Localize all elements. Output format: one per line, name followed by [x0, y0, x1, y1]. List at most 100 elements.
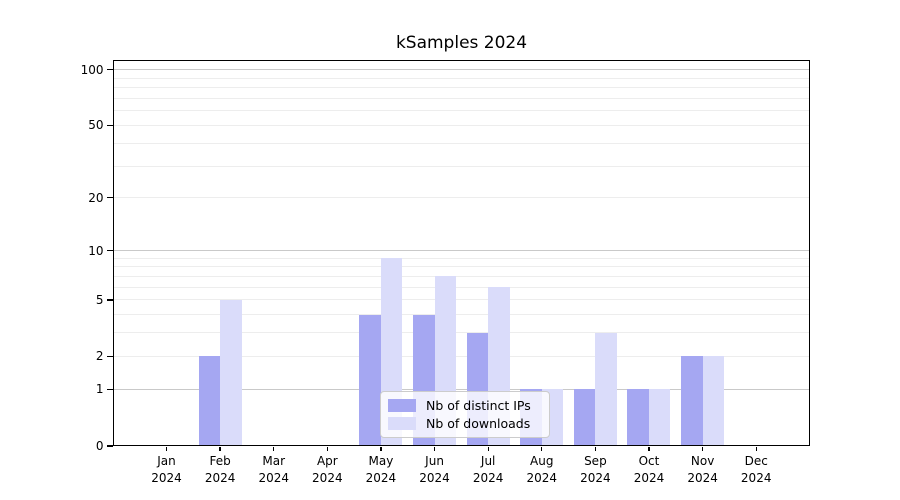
x-tick-label-dec: Dec 2024	[724, 453, 788, 486]
x-tick-month: Mar	[262, 454, 286, 468]
x-tick-year: 2024	[204, 470, 236, 485]
x-tick-mark	[165, 446, 168, 452]
y-tick-label: 0	[95, 439, 104, 453]
x-tick-year: 2024	[580, 470, 611, 485]
legend: Nb of distinct IPs Nb of downloads	[380, 391, 550, 438]
legend-item-distinct-ips: Nb of distinct IPs	[388, 397, 541, 414]
bar-distinct-ips-feb	[198, 356, 221, 446]
x-tick-month: Sep	[584, 454, 607, 468]
y-minor-gridline	[114, 275, 809, 277]
legend-label-distinct-ips: Nb of distinct IPs	[426, 398, 531, 413]
bar-distinct-ips-may	[359, 314, 381, 446]
x-tick-month: Apr	[316, 454, 338, 468]
bar-downloads-feb	[220, 299, 242, 446]
y-minor-gridline	[114, 355, 809, 357]
x-tick-year: 2024	[312, 470, 343, 485]
y-minor-gridline	[114, 314, 809, 316]
x-tick-label-sep: Sep 2024	[563, 453, 627, 486]
y-minor-gridline	[114, 142, 809, 144]
x-tick-year: 2024	[151, 470, 182, 485]
y-minor-gridline	[114, 197, 809, 199]
y-tick-mark	[106, 197, 113, 199]
x-tick-year: 2024	[633, 470, 665, 485]
y-tick-label: 20	[88, 190, 104, 205]
x-tick-mark	[433, 446, 436, 452]
y-minor-gridline	[114, 110, 809, 112]
x-tick-label-may: May 2024	[349, 453, 413, 486]
x-tick-year: 2024	[258, 470, 289, 485]
x-tick-year: 2024	[472, 470, 504, 485]
x-tick-mark	[487, 446, 489, 452]
y-minor-gridline	[114, 77, 809, 79]
x-tick-mark	[701, 446, 704, 452]
y-tick-label: 10	[88, 243, 104, 258]
x-tick-year: 2024	[740, 470, 772, 485]
bar-downloads-nov	[702, 356, 725, 446]
y-minor-gridline	[114, 332, 809, 334]
x-tick-month: Jun	[425, 454, 444, 468]
bar-distinct-ips-nov	[681, 356, 703, 446]
x-tick-label-mar: Mar 2024	[242, 453, 306, 486]
y-minor-gridline	[114, 165, 809, 167]
x-tick-mark	[541, 446, 543, 452]
x-tick-mark	[648, 446, 650, 452]
y-major-gridline	[114, 388, 809, 390]
x-tick-mark	[273, 446, 275, 452]
x-tick-label-nov: Nov 2024	[671, 453, 735, 486]
y-tick-mark	[106, 249, 113, 252]
x-tick-month: Feb	[209, 454, 231, 468]
y-tick-mark	[106, 445, 113, 447]
y-minor-gridline	[114, 124, 809, 126]
x-tick-mark	[594, 446, 597, 452]
y-tick-mark	[106, 124, 113, 127]
x-tick-year: 2024	[419, 470, 450, 485]
legend-swatch-downloads	[388, 417, 416, 430]
x-tick-mark	[380, 446, 382, 452]
x-tick-label-oct: Oct 2024	[617, 453, 681, 486]
y-tick-mark	[106, 388, 113, 391]
x-tick-label-jan: Jan 2024	[135, 453, 199, 486]
x-tick-label-aug: Aug 2024	[510, 453, 574, 486]
y-tick-label: 1	[95, 382, 104, 397]
y-minor-gridline	[114, 266, 809, 268]
y-tick-mark	[106, 69, 113, 71]
y-minor-gridline	[114, 87, 809, 89]
y-tick-label: 100	[80, 62, 104, 77]
y-minor-gridline	[114, 257, 809, 259]
x-tick-month: May	[368, 454, 394, 468]
x-tick-label-feb: Feb 2024	[188, 453, 252, 486]
y-tick-mark	[106, 355, 113, 358]
y-minor-gridline	[114, 299, 809, 301]
y-tick-label: 50	[88, 118, 104, 133]
x-tick-month: Nov	[690, 454, 715, 468]
x-tick-mark	[755, 446, 757, 452]
x-tick-label-apr: Apr 2024	[295, 453, 359, 486]
legend-item-downloads: Nb of downloads	[388, 415, 541, 432]
x-tick-label-jul: Jul 2024	[456, 453, 520, 486]
y-tick-mark	[106, 299, 113, 301]
x-tick-month: Aug	[530, 454, 554, 468]
bar-downloads-oct	[648, 389, 671, 446]
x-tick-month: Dec	[744, 454, 768, 468]
x-tick-label-jun: Jun 2024	[403, 453, 467, 486]
y-minor-gridline	[114, 286, 809, 288]
chart-title: kSamples 2024	[395, 33, 528, 53]
y-major-gridline	[114, 69, 809, 71]
x-tick-month: Jan	[157, 454, 176, 468]
x-tick-year: 2024	[687, 470, 718, 485]
x-tick-month: Jul	[480, 454, 496, 468]
x-tick-year: 2024	[365, 470, 397, 485]
legend-label-downloads: Nb of downloads	[426, 416, 531, 431]
x-tick-month: Oct	[638, 454, 660, 468]
x-tick-mark	[219, 446, 221, 452]
bar-distinct-ips-sep	[573, 389, 596, 446]
y-tick-label: 5	[95, 292, 104, 307]
bar-distinct-ips-oct	[627, 389, 649, 446]
x-tick-mark	[326, 446, 328, 452]
legend-swatch-distinct-ips	[388, 399, 416, 412]
y-tick-label: 2	[95, 349, 104, 364]
y-major-gridline	[114, 250, 809, 252]
bar-downloads-sep	[595, 332, 617, 446]
y-minor-gridline	[114, 98, 809, 100]
